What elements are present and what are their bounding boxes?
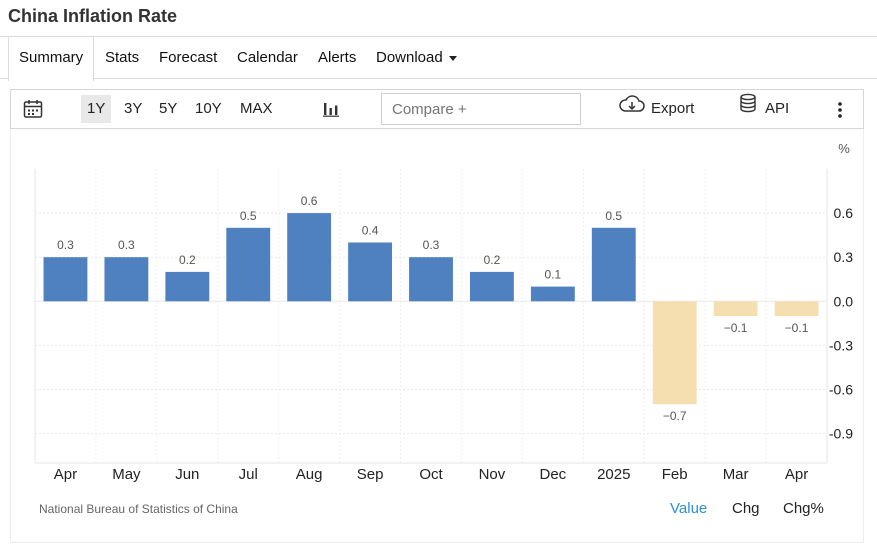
bar[interactable] bbox=[591, 227, 636, 302]
tab-summary[interactable]: Summary bbox=[8, 37, 95, 81]
tab-bar: Summary Stats Forecast Calendar Alerts D… bbox=[0, 36, 877, 81]
y-tick-label: -0.3 bbox=[829, 337, 853, 353]
bar[interactable] bbox=[774, 301, 819, 316]
x-tick-label: Oct bbox=[419, 466, 443, 483]
bar[interactable] bbox=[104, 257, 149, 302]
data-label: 0.5 bbox=[605, 209, 622, 223]
x-tick-label: Apr bbox=[785, 466, 808, 483]
x-tick-label: Apr bbox=[54, 466, 77, 483]
y-tick-label: -0.6 bbox=[829, 382, 853, 398]
bar[interactable] bbox=[348, 242, 393, 302]
caret-down-icon bbox=[448, 55, 457, 61]
data-label: 0.2 bbox=[179, 253, 196, 267]
bar[interactable] bbox=[287, 213, 332, 302]
tab-forecast[interactable]: Forecast bbox=[159, 49, 218, 66]
chart-toolbar: 1Y 3Y 5Y 10Y MAX Export API bbox=[10, 89, 864, 129]
data-label: 0.6 bbox=[301, 194, 318, 208]
export-label: Export bbox=[651, 100, 695, 117]
bar[interactable] bbox=[713, 301, 758, 316]
chart-bars bbox=[43, 213, 819, 405]
range-3y-button[interactable]: 3Y bbox=[124, 100, 143, 117]
x-tick-label: 2025 bbox=[597, 466, 630, 483]
data-label: −0.1 bbox=[785, 321, 809, 335]
data-label: −0.1 bbox=[724, 321, 748, 335]
x-tick-label: Sep bbox=[357, 466, 384, 483]
data-label: 0.3 bbox=[423, 238, 440, 252]
tab-download[interactable]: Download bbox=[376, 37, 457, 79]
chart-x-tick-labels: Apr May Jun Jul Aug Sep Oct Nov Dec 2025 Feb Mar Apr bbox=[54, 466, 808, 483]
x-tick-label: Mar bbox=[723, 466, 749, 483]
y-tick-label: 0.0 bbox=[834, 293, 854, 309]
more-options-icon[interactable] bbox=[837, 101, 843, 119]
y-tick-label: 0.3 bbox=[834, 249, 854, 265]
data-label: 0.3 bbox=[118, 238, 135, 252]
range-5y-button[interactable]: 5Y bbox=[159, 100, 178, 117]
x-tick-label: May bbox=[112, 466, 141, 483]
page-title: China Inflation Rate bbox=[8, 6, 178, 26]
chg-toggle[interactable]: Chg bbox=[732, 500, 760, 517]
x-tick-label: Jul bbox=[239, 466, 258, 483]
export-button[interactable]: Export bbox=[619, 90, 694, 128]
value-toggle[interactable]: Value bbox=[670, 500, 708, 517]
data-label: 0.2 bbox=[484, 253, 501, 267]
bar[interactable] bbox=[409, 257, 453, 302]
x-tick-label: Nov bbox=[479, 466, 506, 483]
api-label: API bbox=[765, 100, 790, 117]
tab-calendar[interactable]: Calendar bbox=[237, 49, 298, 66]
tab-alerts[interactable]: Alerts bbox=[318, 49, 357, 66]
x-tick-label: Dec bbox=[540, 466, 567, 483]
x-tick-label: Jun bbox=[175, 466, 199, 483]
chart-type-icon[interactable] bbox=[322, 100, 340, 118]
bar[interactable] bbox=[43, 257, 88, 302]
database-icon bbox=[739, 90, 757, 128]
data-label: −0.7 bbox=[663, 409, 687, 423]
chart-y-tick-labels: 0.6 0.3 0.0 -0.3 -0.6 -0.9 bbox=[829, 205, 853, 442]
bar[interactable] bbox=[226, 227, 271, 302]
data-label: 0.3 bbox=[57, 238, 74, 252]
bar[interactable] bbox=[652, 301, 697, 405]
bar[interactable] bbox=[165, 271, 210, 302]
tab-download-label: Download bbox=[376, 49, 443, 66]
y-tick-label: 0.6 bbox=[834, 205, 854, 221]
chart-grid bbox=[34, 169, 828, 464]
x-tick-label: Feb bbox=[662, 466, 688, 483]
bar[interactable] bbox=[469, 271, 514, 302]
y-tick-label: -0.9 bbox=[829, 426, 853, 442]
chg-pct-toggle[interactable]: Chg% bbox=[783, 500, 824, 517]
x-tick-label: Aug bbox=[296, 466, 323, 483]
data-source: National Bureau of Statistics of China bbox=[39, 502, 238, 516]
calendar-icon[interactable] bbox=[23, 99, 43, 119]
y-axis-unit: % bbox=[838, 141, 850, 156]
range-max-button[interactable]: MAX bbox=[240, 100, 273, 117]
data-label: 0.1 bbox=[545, 268, 562, 282]
chart-data-labels: 0.3 0.3 0.2 0.5 0.6 0.4 0.3 0.2 0.1 0.5 −0.7 −0.1 −0… bbox=[57, 194, 809, 423]
data-label: 0.5 bbox=[240, 209, 257, 223]
bar-chart: 0.3 0.3 0.2 0.5 0.6 0.4 0.3 0.2 0.1 0.5 −0.7 −0.1 −0… bbox=[34, 141, 853, 483]
data-label: 0.4 bbox=[362, 224, 379, 238]
range-10y-button[interactable]: 10Y bbox=[195, 100, 222, 117]
range-1y-button[interactable]: 1Y bbox=[81, 95, 112, 123]
cloud-download-icon bbox=[619, 90, 645, 128]
compare-input[interactable] bbox=[381, 93, 581, 125]
bar[interactable] bbox=[530, 286, 575, 302]
tab-stats[interactable]: Stats bbox=[105, 49, 140, 66]
api-button[interactable]: API bbox=[739, 90, 789, 128]
chart-container: 0.3 0.3 0.2 0.5 0.6 0.4 0.3 0.2 0.1 0.5 −0.7 −0.1 −0… bbox=[10, 129, 864, 543]
